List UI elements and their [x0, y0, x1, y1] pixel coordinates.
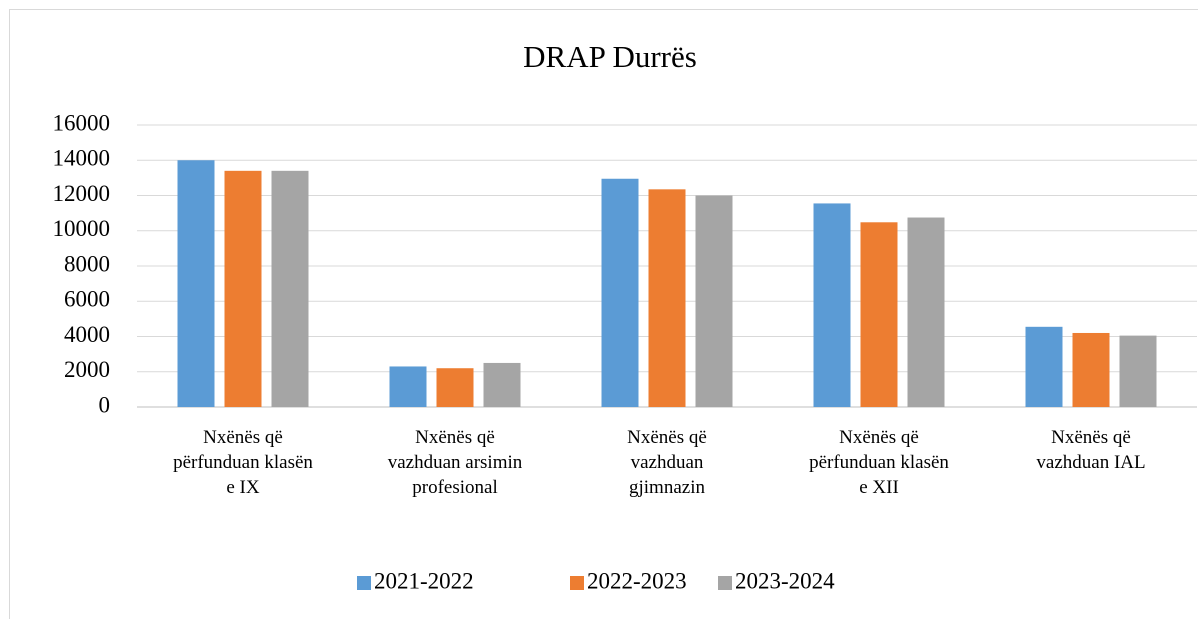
bar	[1025, 326, 1063, 407]
bar	[601, 178, 639, 407]
y-tick-label: 8000	[64, 251, 110, 276]
legend-label: 2022-2023	[587, 568, 687, 593]
y-tick-label: 0	[99, 392, 111, 417]
y-tick-label: 6000	[64, 287, 110, 312]
y-tick-label: 14000	[53, 146, 111, 171]
legend-swatch	[718, 576, 732, 590]
chart-title: DRAP Durrës	[523, 39, 697, 74]
legend-swatch	[570, 576, 584, 590]
legend-label: 2021-2022	[374, 568, 474, 593]
legend-swatch	[357, 576, 371, 590]
y-tick-label: 4000	[64, 322, 110, 347]
x-tick-label: Nxënës që vazhduan IAL	[1036, 427, 1146, 473]
bar	[648, 189, 686, 407]
y-tick-label: 12000	[53, 181, 111, 206]
bar	[389, 366, 427, 407]
x-tick-label: Nxënës që vazhduan gjimnazin	[627, 427, 707, 498]
bar	[1119, 335, 1157, 407]
bar	[224, 170, 262, 407]
y-tick-label: 10000	[53, 216, 111, 241]
bar	[860, 222, 898, 407]
bar	[813, 203, 851, 407]
x-tick-label: Nxënës që përfunduan klasën e IX	[173, 427, 313, 498]
bar	[436, 368, 474, 407]
y-tick-label: 16000	[53, 110, 111, 135]
bar	[1072, 332, 1110, 407]
bar	[695, 195, 733, 407]
chart-border	[9, 9, 1198, 619]
bar	[271, 170, 309, 407]
x-tick-label: Nxënës që vazhduan arsimin profesional	[387, 427, 523, 498]
bar	[177, 160, 215, 407]
legend-label: 2023-2024	[735, 568, 835, 593]
bar	[483, 362, 521, 407]
y-tick-label: 2000	[64, 357, 110, 382]
bar	[907, 217, 945, 407]
x-tick-label: Nxënës që përfunduan klasën e XII	[809, 427, 949, 498]
